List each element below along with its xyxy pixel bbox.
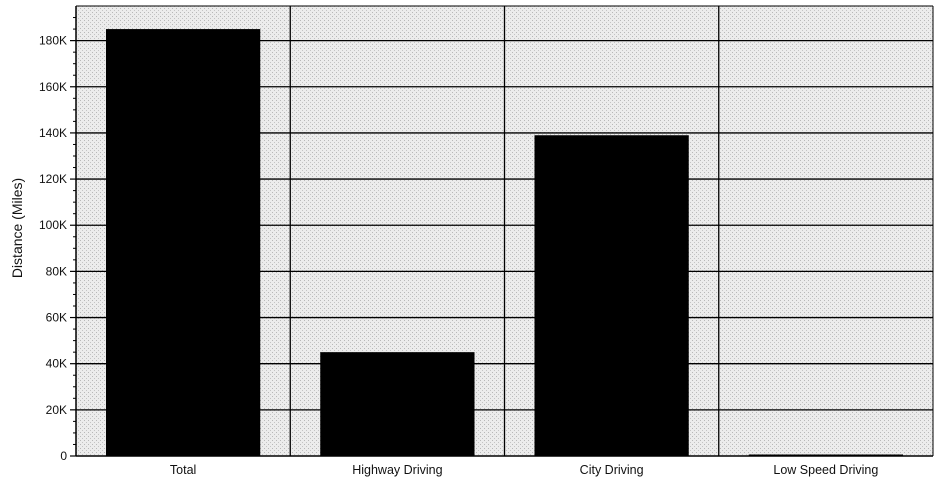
x-tick-labels: Total Highway Driving City Driving Low Spee… (170, 463, 878, 477)
bars (105, 29, 904, 456)
x-tick-label: Total (170, 463, 196, 477)
bar (320, 352, 475, 456)
y-tick-label: 180K (39, 34, 67, 48)
y-axis-title: Distance (Miles) (9, 178, 25, 278)
y-tick-label: 60K (46, 311, 67, 325)
axes (75, 5, 934, 457)
y-tick-label: 140K (39, 126, 67, 140)
y-tick-label: 80K (46, 264, 67, 278)
y-ticks: 0 20K 40K 60K 80K 100K 120K 140K 160K 180K (39, 17, 76, 463)
y-tick-label: 40K (46, 357, 67, 371)
y-tick-label: 20K (46, 403, 67, 417)
x-tick-label: Low Speed Driving (773, 463, 878, 477)
x-tick-label: Highway Driving (352, 463, 442, 477)
x-tick-label: City Driving (580, 463, 644, 477)
y-tick-label: 160K (39, 80, 67, 94)
bar (534, 135, 689, 456)
y-tick-label: 0 (60, 449, 67, 463)
y-tick-label: 120K (39, 172, 67, 186)
y-tick-label: 100K (39, 218, 67, 232)
bar (105, 29, 261, 456)
